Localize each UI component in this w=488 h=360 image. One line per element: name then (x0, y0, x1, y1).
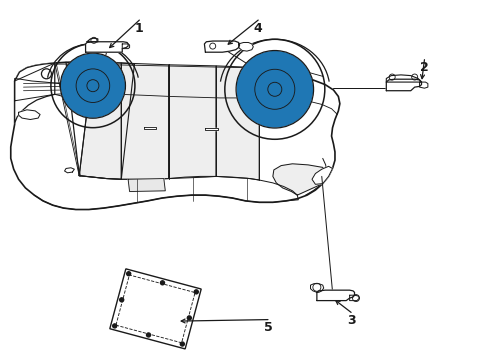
Polygon shape (386, 75, 421, 82)
Text: 4: 4 (253, 22, 262, 35)
Polygon shape (316, 290, 354, 301)
Polygon shape (79, 62, 121, 179)
Polygon shape (85, 42, 128, 52)
Circle shape (160, 281, 164, 285)
Polygon shape (386, 79, 421, 91)
Polygon shape (419, 82, 427, 88)
Text: 3: 3 (346, 314, 355, 327)
Polygon shape (79, 62, 134, 179)
Polygon shape (311, 166, 332, 184)
Polygon shape (144, 127, 156, 129)
Ellipse shape (236, 50, 313, 128)
Ellipse shape (60, 53, 125, 118)
Polygon shape (310, 284, 323, 292)
Circle shape (112, 324, 117, 328)
Polygon shape (205, 128, 217, 130)
Circle shape (180, 342, 184, 346)
Circle shape (146, 333, 150, 337)
Polygon shape (121, 63, 168, 179)
Polygon shape (216, 66, 259, 180)
Polygon shape (349, 295, 359, 301)
Polygon shape (122, 44, 129, 49)
Polygon shape (64, 168, 74, 173)
Polygon shape (128, 179, 165, 192)
Polygon shape (11, 62, 339, 210)
Text: 1: 1 (135, 22, 143, 35)
Polygon shape (168, 65, 216, 179)
Polygon shape (15, 78, 81, 101)
Text: 5: 5 (263, 321, 272, 334)
Circle shape (126, 272, 130, 276)
FancyBboxPatch shape (110, 269, 201, 349)
Polygon shape (87, 38, 98, 42)
Text: 2: 2 (419, 61, 428, 74)
Circle shape (187, 316, 191, 320)
Polygon shape (15, 63, 55, 123)
Polygon shape (272, 164, 328, 195)
Polygon shape (204, 41, 239, 52)
Circle shape (120, 298, 123, 302)
Polygon shape (238, 42, 253, 51)
Polygon shape (19, 110, 40, 120)
Circle shape (194, 290, 198, 294)
